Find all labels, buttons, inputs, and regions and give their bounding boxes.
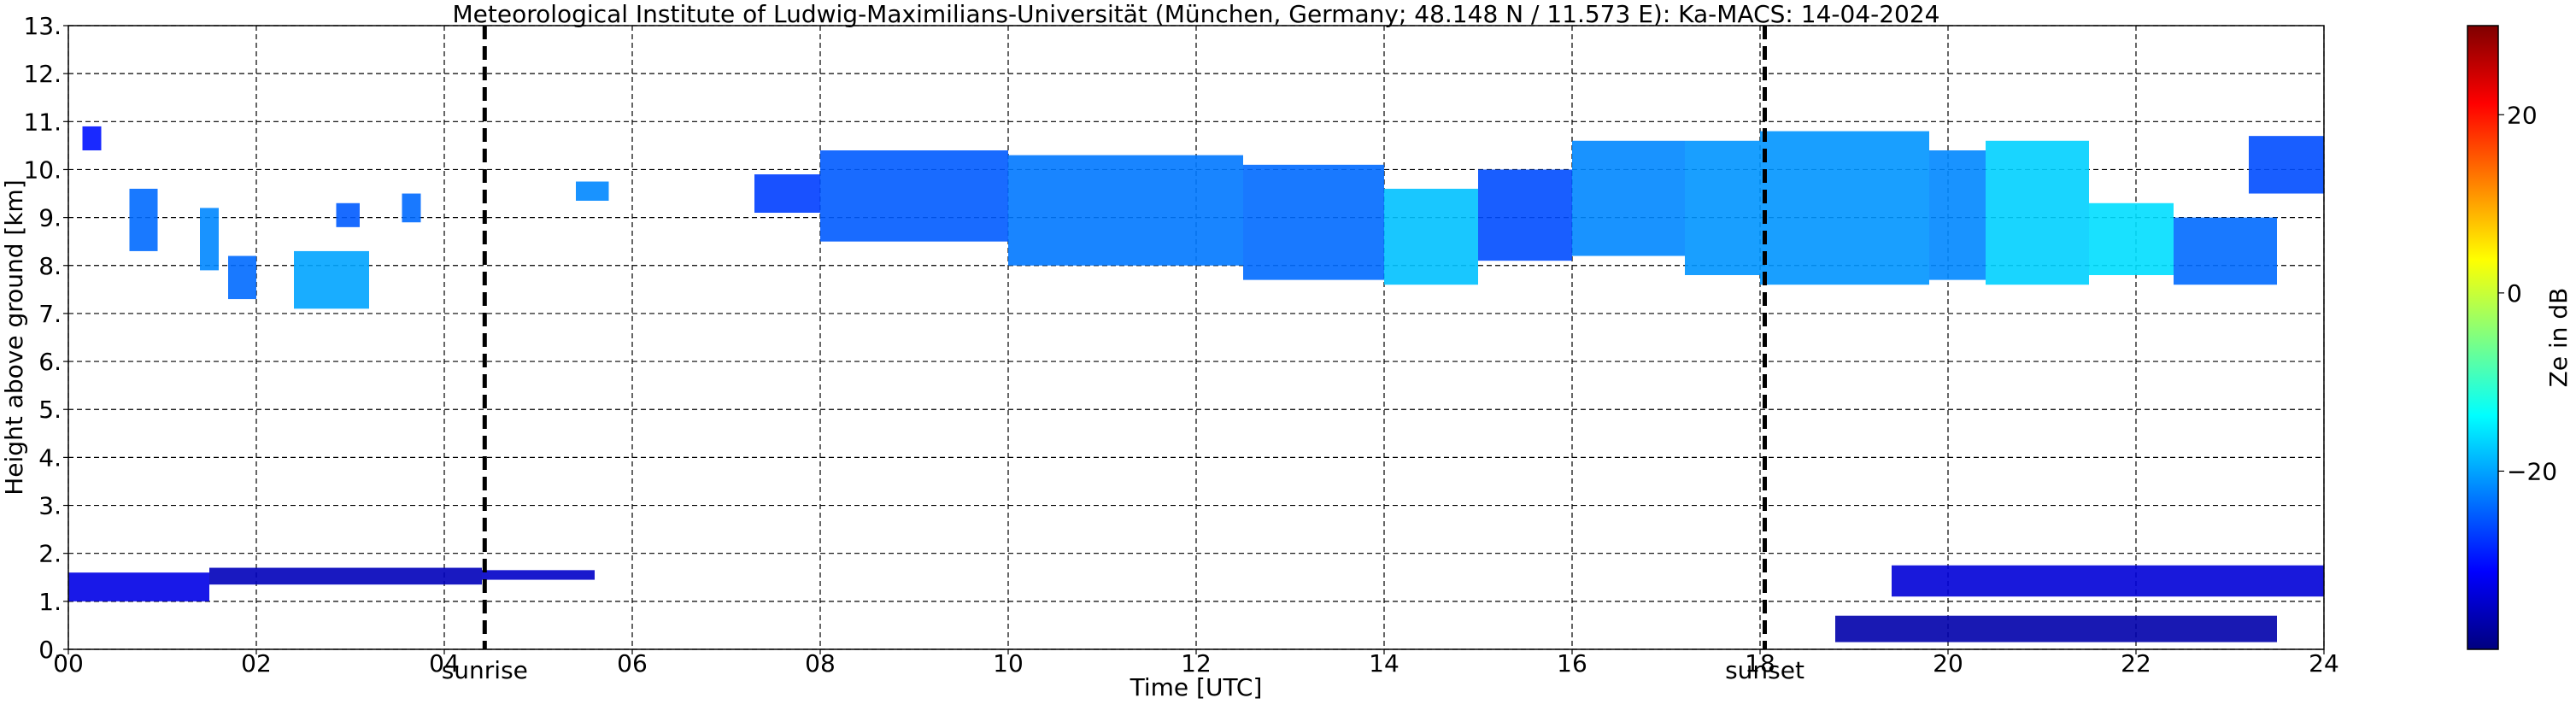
y-axis-ticks: 0. 1. 2. 3. 4. 5. 6. 7. 8. 9. 10. 11. 12. 13. bbox=[23, 12, 68, 664]
echo-region bbox=[482, 570, 595, 580]
y-tick-label: 1. bbox=[38, 588, 62, 616]
y-tick-label: 0. bbox=[38, 636, 62, 664]
x-axis-ticks: 00 02 04 06 08 10 12 14 16 18 20 22 24 bbox=[53, 649, 2339, 678]
echo-region bbox=[228, 255, 256, 300]
y-tick-label: 3. bbox=[38, 492, 62, 520]
echo-region bbox=[820, 150, 1008, 242]
echo-region bbox=[200, 208, 219, 271]
grid bbox=[67, 25, 2325, 650]
x-tick-label: 20 bbox=[1933, 649, 1963, 678]
echo-region bbox=[1384, 188, 1478, 285]
echo-region bbox=[1008, 155, 1243, 266]
vline-label-sunset: sunset bbox=[1725, 656, 1804, 684]
x-tick-label: 16 bbox=[1557, 649, 1587, 678]
x-axis-label: Time [UTC] bbox=[1130, 673, 1263, 701]
chart-title: Meteorological Institute of Ludwig-Maxim… bbox=[452, 0, 1939, 28]
echo-region bbox=[82, 126, 102, 150]
y-tick-label: 7. bbox=[38, 300, 62, 328]
x-tick-label: 10 bbox=[993, 649, 1024, 678]
echo-region bbox=[1685, 140, 1760, 275]
y-tick-label: 10. bbox=[23, 155, 62, 184]
x-tick-label: 18 bbox=[1745, 649, 1775, 678]
echo-region bbox=[576, 181, 609, 201]
echo-region bbox=[2174, 217, 2277, 285]
echo-region bbox=[1929, 150, 1986, 280]
x-tick-label: 06 bbox=[617, 649, 648, 678]
y-tick-label: 13. bbox=[23, 12, 62, 40]
echo-region bbox=[1892, 565, 2324, 597]
x-tick-label: 08 bbox=[805, 649, 836, 678]
x-tick-label: 14 bbox=[1369, 649, 1399, 678]
x-tick-label: 24 bbox=[2309, 649, 2339, 678]
vline-label-sunrise: sunrise bbox=[442, 656, 528, 684]
y-tick-label: 11. bbox=[23, 108, 62, 136]
echo-region bbox=[2249, 136, 2324, 194]
echo-region bbox=[1478, 169, 1572, 261]
y-tick-label: 9. bbox=[38, 204, 62, 232]
echo-region bbox=[754, 174, 820, 213]
x-tick-label: 02 bbox=[241, 649, 272, 678]
echo-region bbox=[1572, 140, 1685, 256]
y-tick-label: 12. bbox=[23, 60, 62, 88]
y-tick-label: 8. bbox=[38, 252, 62, 280]
echo-region bbox=[1986, 140, 2089, 285]
event-lines: sunrise sunset bbox=[442, 26, 1804, 684]
x-tick-label: 00 bbox=[53, 649, 84, 678]
echo-layer bbox=[68, 126, 2324, 642]
echo-region bbox=[402, 193, 421, 223]
colorbar bbox=[2467, 25, 2499, 650]
y-tick-label: 6. bbox=[38, 348, 62, 376]
colorbar-label: Ze in dB bbox=[2544, 288, 2573, 388]
colorbar-ticks: −20 0 20 bbox=[2498, 101, 2557, 485]
echo-region bbox=[1243, 164, 1384, 280]
x-tick-label: 12 bbox=[1181, 649, 1212, 678]
echo-region bbox=[294, 250, 369, 309]
echo-region bbox=[1835, 615, 2277, 642]
colorbar-tick-label: 0 bbox=[2507, 279, 2522, 308]
echo-region bbox=[68, 572, 209, 601]
colorbar-tick-label: −20 bbox=[2507, 457, 2557, 485]
x-tick-label: 22 bbox=[2121, 649, 2151, 678]
echo-region bbox=[129, 188, 158, 251]
y-axis-label: Height above ground [km] bbox=[0, 179, 28, 496]
y-tick-label: 5. bbox=[38, 396, 62, 424]
colorbar-tick-label: 20 bbox=[2507, 101, 2538, 129]
x-tick-label: 04 bbox=[429, 649, 460, 678]
echo-region bbox=[336, 202, 360, 227]
echo-region bbox=[1760, 131, 1929, 285]
echo-region bbox=[2089, 202, 2174, 275]
y-tick-label: 2. bbox=[38, 540, 62, 568]
y-tick-label: 4. bbox=[38, 443, 62, 472]
echo-region bbox=[209, 567, 482, 585]
